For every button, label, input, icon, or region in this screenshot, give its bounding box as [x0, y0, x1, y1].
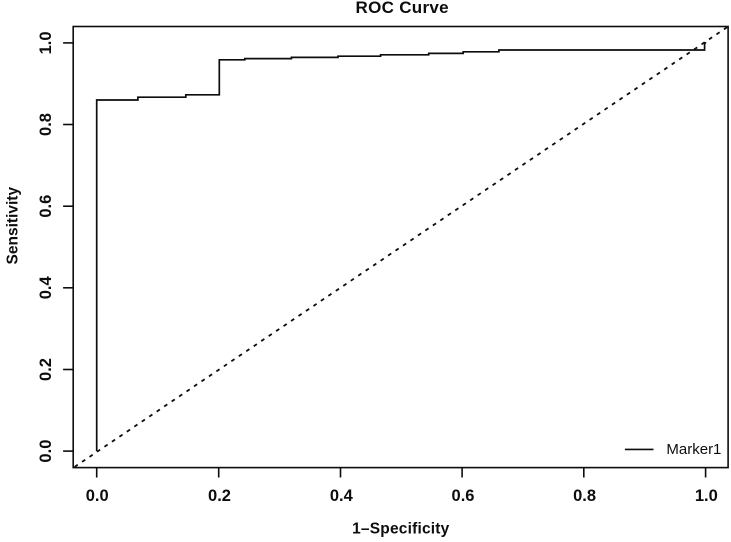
svg-text:0.0: 0.0 [37, 440, 55, 463]
svg-text:0.0: 0.0 [86, 487, 109, 505]
svg-text:0.2: 0.2 [37, 358, 55, 381]
svg-text:0.8: 0.8 [37, 113, 55, 136]
svg-text:1–Specificity: 1–Specificity [352, 520, 450, 537]
svg-text:1.0: 1.0 [37, 31, 55, 54]
svg-text:0.6: 0.6 [452, 487, 475, 505]
svg-text:ROC Curve: ROC Curve [356, 0, 449, 17]
svg-text:0.2: 0.2 [208, 487, 231, 505]
svg-text:0.8: 0.8 [573, 487, 596, 505]
svg-text:0.4: 0.4 [330, 487, 354, 505]
svg-text:Marker1: Marker1 [666, 441, 721, 458]
svg-text:0.4: 0.4 [37, 276, 55, 300]
svg-text:Sensitivity: Sensitivity [4, 187, 21, 265]
svg-text:1.0: 1.0 [695, 487, 718, 505]
svg-text:0.6: 0.6 [37, 195, 55, 218]
